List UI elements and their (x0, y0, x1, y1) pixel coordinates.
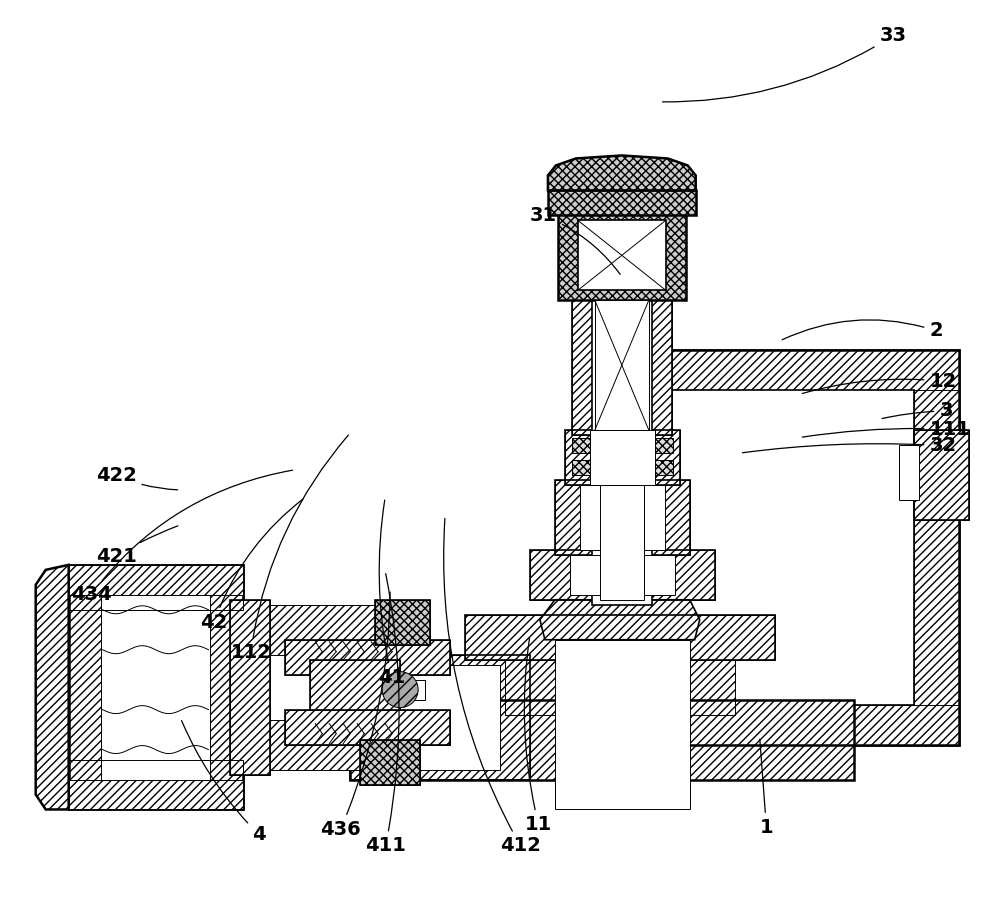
Bar (558, 210, 686, 300)
Text: 41: 41 (378, 500, 405, 687)
Bar (310, 659, 400, 709)
Polygon shape (36, 565, 69, 810)
Bar (395, 680, 425, 700)
Text: 42: 42 (200, 499, 303, 632)
Bar (230, 600, 270, 775)
Bar (620, 350, 959, 744)
Bar (69, 779, 243, 810)
Bar (310, 659, 400, 709)
Bar (350, 655, 530, 779)
Bar (595, 300, 649, 430)
Bar (580, 485, 665, 550)
Text: 2: 2 (782, 320, 943, 341)
Bar (69, 565, 243, 595)
Bar (69, 589, 243, 610)
Bar (360, 740, 420, 785)
Text: 12: 12 (802, 372, 957, 393)
Text: 436: 436 (320, 592, 390, 839)
Text: 1: 1 (760, 740, 773, 837)
Text: 111: 111 (802, 420, 970, 438)
Bar (548, 191, 696, 216)
Circle shape (382, 671, 418, 707)
Bar (572, 296, 672, 435)
Bar (565, 430, 680, 485)
Text: 412: 412 (444, 519, 541, 856)
Bar (620, 705, 959, 744)
Bar (69, 565, 243, 810)
Bar (565, 430, 680, 485)
Text: 112: 112 (230, 435, 348, 662)
Text: 421: 421 (96, 526, 178, 565)
Bar (101, 589, 210, 779)
Bar (350, 700, 854, 779)
Bar (914, 350, 959, 744)
Text: 11: 11 (524, 638, 552, 834)
Bar (572, 438, 673, 453)
Text: 411: 411 (365, 574, 406, 856)
Bar (570, 554, 675, 595)
Bar (620, 350, 959, 744)
Bar (555, 480, 690, 554)
Bar (578, 220, 666, 290)
Bar (350, 700, 854, 779)
Bar (620, 350, 665, 744)
Bar (350, 655, 530, 779)
Polygon shape (548, 156, 696, 191)
Text: 4: 4 (182, 720, 266, 845)
Bar (505, 659, 735, 715)
Bar (375, 600, 430, 645)
Bar (230, 719, 410, 770)
Bar (530, 550, 715, 600)
Bar (69, 565, 243, 810)
Bar (600, 300, 644, 600)
Bar (465, 614, 775, 659)
Text: 32: 32 (742, 437, 956, 455)
Bar (530, 550, 715, 600)
Bar (285, 709, 450, 744)
Bar (572, 460, 673, 475)
Text: 3: 3 (882, 402, 953, 420)
Bar (285, 709, 450, 744)
Text: 31: 31 (530, 206, 620, 274)
Bar (69, 760, 243, 779)
Bar (899, 445, 919, 500)
Polygon shape (540, 600, 700, 640)
Bar (465, 614, 775, 659)
Bar (620, 350, 959, 391)
Bar (555, 480, 690, 554)
Bar (380, 665, 500, 770)
Bar (665, 391, 914, 705)
Text: 434: 434 (71, 471, 293, 604)
Bar (914, 430, 969, 520)
Bar (914, 430, 969, 520)
Bar (555, 640, 690, 810)
Bar (360, 740, 420, 785)
Bar (230, 600, 270, 775)
Bar (69, 565, 243, 810)
Bar (375, 600, 430, 645)
Bar (590, 430, 655, 485)
Bar (285, 640, 450, 675)
Bar (592, 296, 652, 605)
Bar (230, 605, 410, 655)
Text: 33: 33 (663, 26, 906, 102)
Bar (285, 640, 450, 675)
Text: 422: 422 (96, 466, 178, 490)
Bar (572, 296, 672, 435)
